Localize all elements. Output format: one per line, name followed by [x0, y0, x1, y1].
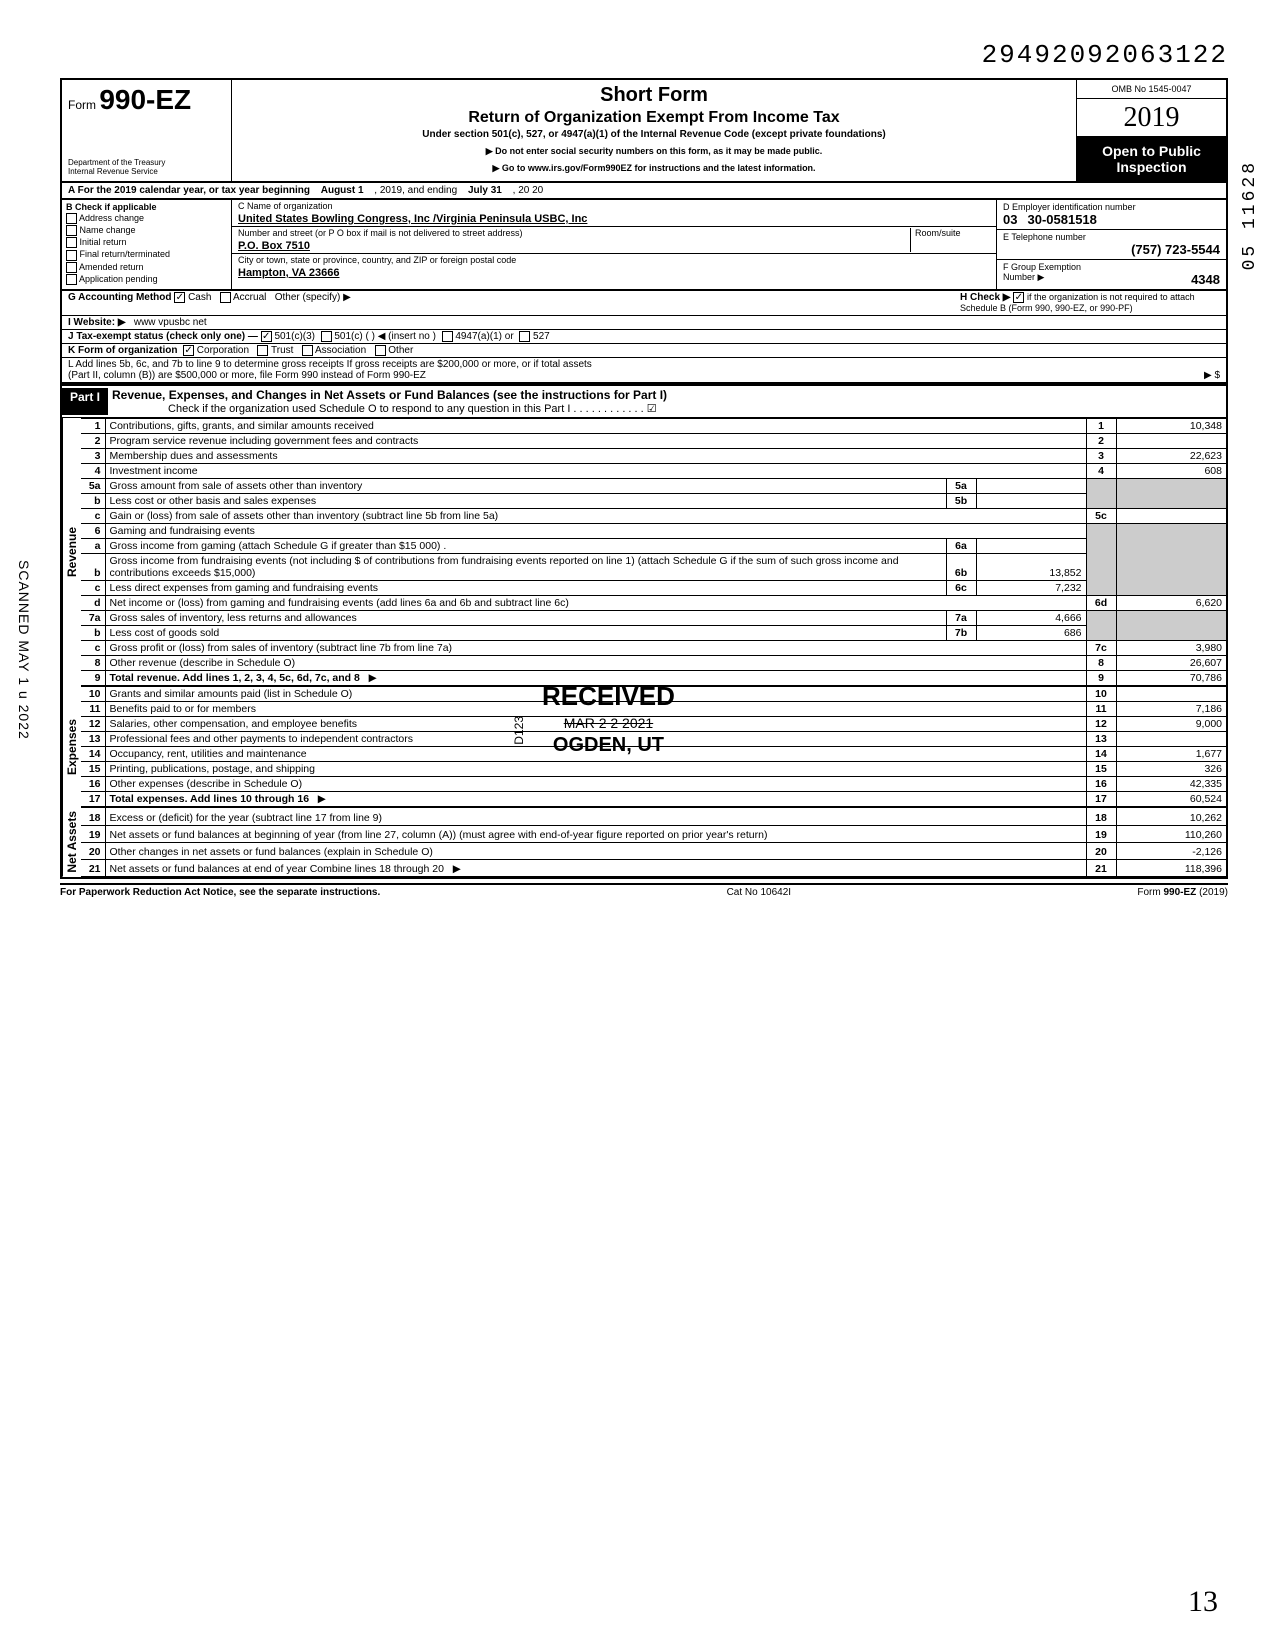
lbl-accrual: Accrual [233, 292, 266, 303]
lbl-address-change: Address change [79, 213, 144, 223]
i-website-value: www vpusbc net [134, 317, 207, 328]
lbl-trust: Trust [271, 345, 293, 356]
footer: For Paperwork Reduction Act Notice, see … [60, 883, 1228, 898]
open-to-public: Open to Public Inspection [1077, 137, 1226, 181]
part1-title: Revenue, Expenses, and Changes in Net As… [108, 388, 1226, 402]
revenue-table: 1Contributions, gifts, grants, and simil… [81, 418, 1226, 686]
omb-number: OMB No 1545-0047 [1077, 80, 1226, 99]
lbl-other-org: Other [388, 345, 413, 356]
cb-501c3[interactable]: ✓ [261, 331, 272, 342]
cb-amended-return[interactable] [66, 262, 77, 273]
cb-4947[interactable] [442, 331, 453, 342]
cb-association[interactable] [302, 345, 313, 356]
footer-left: For Paperwork Reduction Act Notice, see … [60, 887, 380, 898]
subtitle-ssn: ▶ Do not enter social security numbers o… [242, 146, 1066, 157]
footer-right: Form 990-EZ (2019) [1137, 887, 1228, 898]
lbl-527: 527 [533, 331, 550, 342]
lbl-cash: Cash [188, 292, 211, 303]
dln-number: 29492092063122 [60, 40, 1228, 70]
vlabel-expenses: Expenses [62, 686, 81, 807]
f-group-value: 4348 [1191, 272, 1220, 287]
lbl-initial-return: Initial return [80, 237, 127, 247]
subtitle-section: Under section 501(c), 527, or 4947(a)(1)… [242, 129, 1066, 140]
vlabel-netassets: Net Assets [62, 807, 81, 877]
city-label: City or town, state or province, country… [238, 255, 990, 265]
cb-address-change[interactable] [66, 213, 77, 224]
scanned-stamp: SCANNED MAY 1 u 2022 [16, 560, 32, 740]
stamp-received: RECEIVED [542, 680, 675, 714]
block-bcd: B Check if applicable Address change Nam… [60, 200, 1228, 291]
cb-final-return[interactable] [66, 250, 77, 261]
form-header: Form 990-EZ Department of the Treasury I… [60, 78, 1228, 183]
form-number: 990-EZ [99, 84, 191, 115]
row-a-mid: , 2019, and ending [374, 185, 457, 196]
g-label: G Accounting Method [68, 292, 172, 303]
row-a-begin: August 1 [321, 185, 364, 196]
lbl-501c: 501(c) ( ) ◀ (insert no ) [334, 331, 436, 342]
h-label: H Check ▶ [960, 292, 1010, 303]
cb-527[interactable] [519, 331, 530, 342]
d-ein-label: D Employer identification number [1003, 202, 1220, 212]
lbl-association: Association [315, 345, 366, 356]
title-short-form: Short Form [242, 84, 1066, 107]
c-name-value: United States Bowling Congress, Inc /Vir… [238, 213, 990, 225]
cb-initial-return[interactable] [66, 237, 77, 248]
f-group-label2: Number ▶ [1003, 272, 1044, 282]
part1-sub: Check if the organization used Schedule … [108, 402, 1226, 415]
row-a-tax-year: A For the 2019 calendar year, or tax yea… [60, 183, 1228, 200]
lbl-other-method: Other (specify) ▶ [275, 292, 351, 303]
dept-label: Department of the Treasury Internal Reve… [68, 159, 225, 177]
lbl-name-change: Name change [80, 225, 136, 235]
e-phone-label: E Telephone number [1003, 232, 1220, 242]
cb-schedule-b[interactable]: ✓ [1013, 292, 1024, 303]
footer-mid: Cat No 10642I [727, 887, 792, 898]
l-line1: L Add lines 5b, 6c, and 7b to line 9 to … [68, 359, 1220, 370]
lbl-final-return: Final return/terminated [80, 249, 171, 259]
l-arrow: ▶ $ [1204, 370, 1220, 381]
cb-trust[interactable] [257, 345, 268, 356]
stamp-date: MAR 2 2 2021 [542, 714, 675, 732]
e-phone-value: (757) 723-5544 [1003, 242, 1220, 257]
street-value: P.O. Box 7510 [238, 240, 910, 252]
netassets-table: 18Excess or (deficit) for the year (subt… [81, 807, 1226, 877]
d-ein-right: 30-0581518 [1027, 212, 1096, 227]
form-prefix: Form [68, 98, 96, 112]
part1-head: Part I [62, 388, 108, 415]
k-label: K Form of organization [68, 345, 177, 356]
row-a-end-year: , 20 20 [513, 185, 544, 196]
lbl-corporation: Corporation [197, 345, 249, 356]
col-b-head: B Check if applicable [66, 202, 157, 212]
row-a-label: A For the 2019 calendar year, or tax yea… [68, 185, 310, 196]
l-line2: (Part II, column (B)) are $500,000 or mo… [68, 370, 426, 381]
cb-cash[interactable]: ✓ [174, 292, 185, 303]
lbl-4947: 4947(a)(1) or [455, 331, 513, 342]
city-value: Hampton, VA 23666 [238, 267, 990, 279]
cb-name-change[interactable] [66, 225, 77, 236]
i-website-label: I Website: ▶ [68, 317, 126, 328]
received-stamp-block: RECEIVED MAR 2 2 2021 OGDEN, UT [542, 680, 675, 758]
title-return: Return of Organization Exempt From Incom… [242, 109, 1066, 127]
room-label: Room/suite [915, 228, 961, 238]
cb-application-pending[interactable] [66, 274, 77, 285]
side-code: 05 11628 [1240, 160, 1260, 270]
lbl-501c3: 501(c)(3) [274, 331, 315, 342]
vlabel-revenue: Revenue [62, 418, 81, 686]
tax-year: 2019 [1124, 102, 1180, 133]
row-a-end-month: July 31 [468, 185, 502, 196]
stamp-dln: D123 [512, 716, 526, 745]
d-ein-left: 03 [1003, 212, 1017, 227]
lbl-application-pending: Application pending [79, 274, 158, 284]
subtitle-goto: ▶ Go to www.irs.gov/Form990EZ for instru… [242, 163, 1066, 174]
cb-accrual[interactable] [220, 292, 231, 303]
stamp-location: OGDEN, UT [542, 732, 675, 758]
cb-501c[interactable] [321, 331, 332, 342]
lbl-amended-return: Amended return [79, 262, 144, 272]
handwritten-page-number: 13 [1188, 1585, 1218, 1619]
f-group-label: F Group Exemption [1003, 262, 1220, 272]
cb-corporation[interactable]: ✓ [183, 345, 194, 356]
street-label: Number and street (or P O box if mail is… [238, 228, 910, 238]
j-label: J Tax-exempt status (check only one) — [68, 331, 258, 342]
c-name-label: C Name of organization [238, 201, 990, 211]
cb-other-org[interactable] [375, 345, 386, 356]
